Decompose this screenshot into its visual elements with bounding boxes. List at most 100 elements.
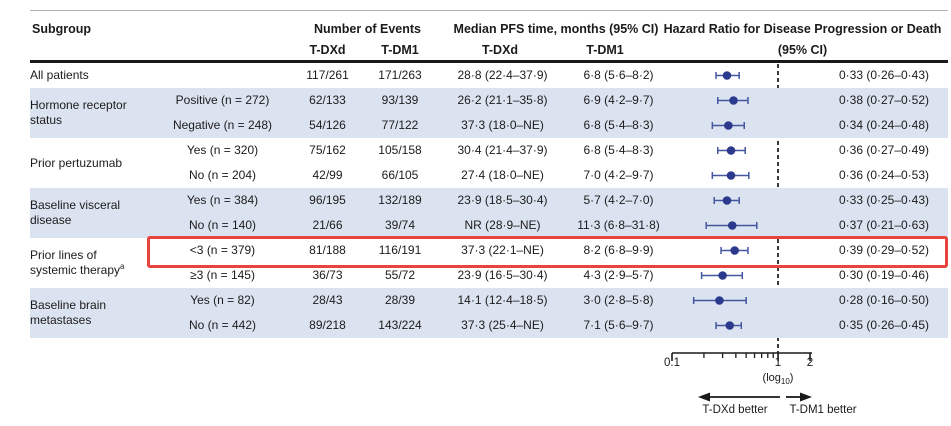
group-prior-lines-systemic-therapy: Prior lines of systemic therapya <3 (n =… bbox=[30, 238, 948, 288]
events-tdm1: 28/39 bbox=[384, 293, 416, 307]
pfs-tdxd: 26·2 (21·1–35·8) bbox=[457, 93, 548, 107]
hr-value: 0·30 (0·19–0·46) bbox=[838, 268, 930, 282]
pfs-tdm1: 6·9 (4·2–9·7) bbox=[583, 93, 654, 107]
events-tdxd: 89/218 bbox=[309, 318, 346, 332]
left-arrow-label: T-DXd better bbox=[702, 404, 768, 416]
pfs-tdxd: 37·3 (18·0–NE) bbox=[461, 118, 544, 132]
events-tdm1: 66/105 bbox=[381, 168, 419, 182]
subgroup-name bbox=[150, 63, 295, 88]
subgroup-name: Yes (n = 384) bbox=[186, 193, 259, 207]
events-tdxd: 28/43 bbox=[312, 293, 343, 307]
table-row: Yes (n = 82) 28/43 28/39 14·1 (12·4–18·5… bbox=[150, 288, 948, 313]
forest-marker bbox=[692, 296, 747, 305]
pfs-tdxd: 28·8 (22·4–37·9) bbox=[457, 68, 548, 82]
pfs-tdm1: 8·2 (6·8–9·9) bbox=[583, 243, 654, 257]
subgroup-name: ≥3 (n = 145) bbox=[190, 268, 255, 282]
subgroup-name: Positive (n = 272) bbox=[175, 93, 270, 107]
hr-value: 0·39 (0·29–0·52) bbox=[838, 243, 930, 257]
hr-value: 0·37 (0·21–0·63) bbox=[838, 218, 930, 232]
subgroup-name: Yes (n = 82) bbox=[190, 293, 255, 307]
group-all-patients: All patients 117/261 171/263 28·8 (22·4–… bbox=[30, 63, 948, 88]
pfs-tdm1: 3·0 (2·8–5·8) bbox=[583, 293, 654, 307]
forest-marker bbox=[715, 71, 740, 80]
group-label: Prior lines of systemic therapya bbox=[30, 248, 125, 277]
events-tdm1: 105/158 bbox=[378, 143, 422, 157]
events-tdxd: 96/195 bbox=[309, 193, 346, 207]
forest-marker bbox=[717, 96, 749, 105]
events-tdxd: 81/188 bbox=[309, 243, 346, 257]
subheader-tdm1-pfs: T-DM1 bbox=[586, 43, 624, 57]
pfs-tdm1: 6·8 (5·4–8·3) bbox=[583, 118, 654, 132]
hr-value: 0·36 (0·24–0·53) bbox=[838, 168, 930, 182]
col-header-subgroup: Subgroup bbox=[32, 22, 92, 36]
pfs-tdxd: 37·3 (25·4–NE) bbox=[461, 318, 544, 332]
subgroup-name: No (n = 204) bbox=[188, 168, 257, 182]
subheader-hr-ci: (95% CI) bbox=[777, 43, 828, 57]
footnote-marker: a bbox=[120, 262, 125, 271]
pfs-tdm1: 11·3 (6·8–31·8) bbox=[577, 218, 660, 232]
pfs-tdm1: 7·1 (5·6–9·7) bbox=[583, 318, 654, 332]
pfs-tdm1: 7·0 (4·2–9·7) bbox=[583, 168, 654, 182]
table-row: 117/261 171/263 28·8 (22·4–37·9) 6·8 (5·… bbox=[150, 63, 948, 88]
hr-value: 0·33 (0·26–0·43) bbox=[838, 68, 930, 82]
pfs-tdxd: 30·4 (21·4–37·9) bbox=[457, 143, 548, 157]
pfs-tdxd: 23·9 (18·5–30·4) bbox=[457, 193, 548, 207]
hr-value: 0·36 (0·27–0·49) bbox=[838, 143, 930, 157]
group-label: Hormone receptor status bbox=[30, 98, 127, 127]
table-row: Yes (n = 384) 96/195 132/189 23·9 (18·5–… bbox=[150, 188, 948, 213]
subheader-tdxd-events: T-DXd bbox=[309, 43, 346, 57]
hr-axis bbox=[671, 352, 813, 402]
subgroup-name: Yes (n = 320) bbox=[186, 143, 259, 157]
events-tdxd: 42/99 bbox=[312, 168, 343, 182]
axis-tick-2: 2 bbox=[806, 357, 814, 369]
pfs-tdxd: 14·1 (12·4–18·5) bbox=[457, 293, 548, 307]
right-arrow-label: T-DM1 better bbox=[789, 404, 857, 416]
table-row: No (n = 442) 89/218 143/224 37·3 (25·4–N… bbox=[150, 313, 948, 338]
forest-marker bbox=[713, 196, 740, 205]
table-row: Negative (n = 248) 54/126 77/122 37·3 (1… bbox=[150, 113, 948, 138]
axis-tick-0.1: 0.1 bbox=[664, 357, 680, 369]
subgroup-name: No (n = 140) bbox=[188, 218, 257, 232]
hr-value: 0·34 (0·24–0·48) bbox=[838, 118, 930, 132]
forest-marker bbox=[715, 321, 743, 330]
table-row: No (n = 140) 21/66 39/74 NR (28·9–NE) 11… bbox=[150, 213, 948, 238]
events-tdxd: 75/162 bbox=[309, 143, 346, 157]
events-tdxd: 117/261 bbox=[306, 68, 349, 82]
table-row-highlighted: <3 (n = 379) 81/188 116/191 37·3 (22·1–N… bbox=[150, 238, 948, 263]
subgroup-name: No (n = 442) bbox=[188, 318, 257, 332]
forest-marker bbox=[705, 221, 758, 230]
group-label: Prior pertuzumab bbox=[30, 155, 123, 170]
events-tdm1: 77/122 bbox=[381, 118, 419, 132]
forest-marker bbox=[711, 121, 746, 130]
hr-value: 0·33 (0·25–0·43) bbox=[838, 193, 930, 207]
events-tdm1: 132/189 bbox=[378, 193, 422, 207]
events-tdm1: 171/263 bbox=[378, 68, 422, 82]
col-header-hazard-ratio: Hazard Ratio for Disease Progression or … bbox=[663, 22, 942, 36]
events-tdxd: 54/126 bbox=[309, 118, 346, 132]
group-prior-pertuzumab: Prior pertuzumab Yes (n = 320) 75/162 10… bbox=[30, 138, 948, 188]
events-tdm1: 93/139 bbox=[381, 93, 419, 107]
events-tdxd: 36/73 bbox=[312, 268, 343, 282]
group-label: All patients bbox=[30, 68, 89, 82]
events-tdm1: 55/72 bbox=[384, 268, 416, 282]
subgroup-table: All patients 117/261 171/263 28·8 (22·4–… bbox=[30, 63, 948, 338]
forest-marker bbox=[711, 171, 750, 180]
pfs-tdxd: 23·9 (16·5–30·4) bbox=[457, 268, 548, 282]
group-baseline-visceral-disease: Baseline visceral disease Yes (n = 384) … bbox=[30, 188, 948, 238]
pfs-tdm1: 6·8 (5·4–8·3) bbox=[583, 143, 654, 157]
group-baseline-brain-metastases: Baseline brain metastases Yes (n = 82) 2… bbox=[30, 288, 948, 338]
header-rule bbox=[30, 60, 948, 63]
subheader-tdm1-events: T-DM1 bbox=[381, 43, 419, 57]
hr-value: 0·35 (0·26–0·45) bbox=[838, 318, 930, 332]
pfs-tdxd: NR (28·9–NE) bbox=[464, 218, 541, 232]
group-hormone-receptor-status: Hormone receptor status Positive (n = 27… bbox=[30, 88, 948, 138]
forest-marker bbox=[700, 271, 744, 280]
table-row: Yes (n = 320) 75/162 105/158 30·4 (21·4–… bbox=[150, 138, 948, 163]
subheader-tdxd-pfs: T-DXd bbox=[481, 43, 519, 57]
events-tdm1: 116/191 bbox=[378, 243, 422, 257]
events-tdm1: 143/224 bbox=[378, 318, 422, 332]
hr-value: 0·38 (0·27–0·52) bbox=[838, 93, 930, 107]
pfs-tdm1: 4·3 (2·9–5·7) bbox=[583, 268, 654, 282]
subgroup-name: <3 (n = 379) bbox=[189, 243, 256, 257]
